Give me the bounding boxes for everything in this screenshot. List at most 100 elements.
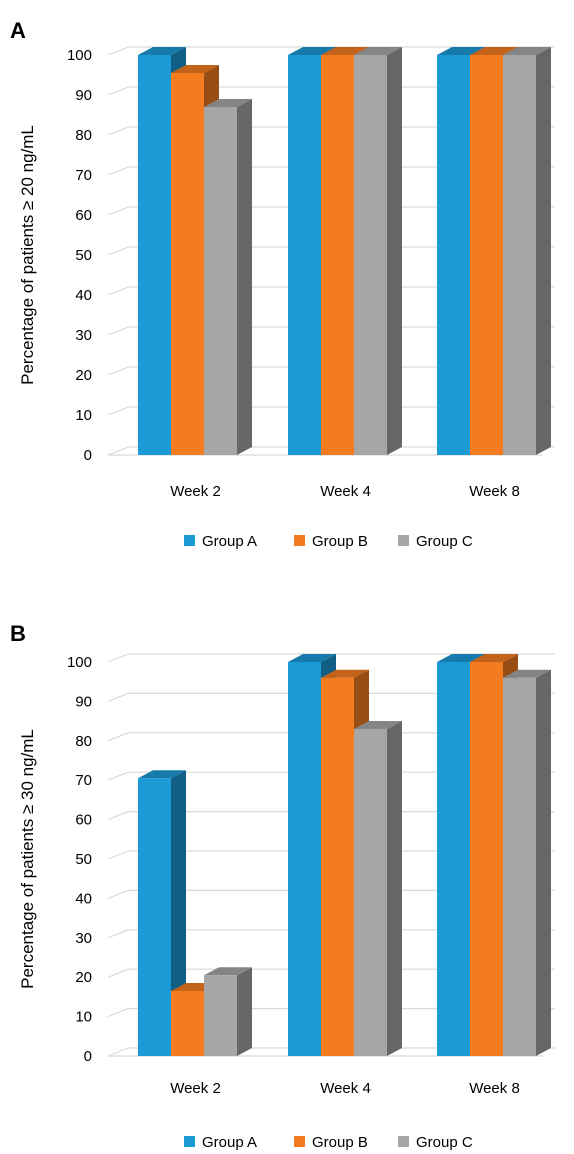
panel-a-chart: A 0 10 20 30 40 50 60 70 80 90 100 Percentage of pat… bbox=[10, 18, 555, 550]
x-tick-label: Week 2 bbox=[170, 483, 221, 500]
legend-label: Group A bbox=[202, 533, 257, 550]
bar-side bbox=[536, 669, 551, 1056]
bar-top bbox=[503, 47, 551, 55]
y-tick-label: 30 bbox=[75, 930, 92, 947]
y-tick-label: 80 bbox=[75, 127, 92, 144]
legend-label: Group C bbox=[416, 1134, 473, 1151]
bar-top bbox=[470, 654, 518, 662]
y-tick-label: 90 bbox=[75, 693, 92, 710]
y-tick-label: 30 bbox=[75, 327, 92, 344]
bar-front bbox=[503, 677, 536, 1056]
gridline-depth bbox=[107, 166, 129, 176]
legend-item-group-a: Group A bbox=[184, 533, 257, 550]
bar-top bbox=[288, 654, 336, 662]
y-axis-title: Percentage of patients ≥ 20 ng/mL bbox=[18, 125, 37, 385]
gridline-depth bbox=[107, 406, 129, 416]
x-tick-label: Week 2 bbox=[170, 1080, 221, 1097]
bar-front bbox=[354, 55, 387, 455]
bar-front bbox=[354, 728, 387, 1056]
y-tick-label: 10 bbox=[75, 407, 92, 424]
y-tick-label: 60 bbox=[75, 812, 92, 829]
legend-swatch bbox=[184, 1136, 195, 1147]
panel-letter: B bbox=[10, 621, 26, 646]
bar-side bbox=[387, 720, 402, 1056]
y-tick-label: 80 bbox=[75, 733, 92, 750]
bar-front bbox=[138, 55, 171, 455]
bar-top bbox=[138, 770, 186, 779]
bar-front bbox=[288, 662, 321, 1056]
gridline-depth bbox=[107, 326, 129, 336]
panel-letter: A bbox=[10, 18, 26, 43]
gridline-depth bbox=[107, 889, 129, 899]
bar-front bbox=[204, 107, 237, 455]
panel-b-chart: B 0 10 20 30 40 50 60 70 80 90 100 Percentage of pat… bbox=[10, 621, 555, 1151]
legend-swatch bbox=[294, 535, 305, 546]
gridline-depth bbox=[107, 1008, 129, 1018]
y-tick-label: 100 bbox=[67, 47, 92, 64]
bar-group-c-week-2 bbox=[204, 99, 252, 455]
bar-top bbox=[204, 967, 252, 976]
y-tick-label: 50 bbox=[75, 851, 92, 868]
bar-top bbox=[437, 47, 485, 55]
gridline-depth bbox=[107, 968, 129, 978]
legend-item-group-a: Group A bbox=[184, 1134, 257, 1151]
gridline-depth bbox=[107, 929, 129, 939]
bar-side bbox=[237, 967, 252, 1056]
y-tick-label: 20 bbox=[75, 969, 92, 986]
bar-front bbox=[204, 975, 237, 1056]
gridline-depth bbox=[107, 771, 129, 781]
y-axis-title: Percentage of patients ≥ 30 ng/mL bbox=[18, 729, 37, 989]
bar-group-a-week-2 bbox=[138, 770, 186, 1056]
bar-top bbox=[354, 720, 402, 729]
legend-swatch bbox=[398, 1136, 409, 1147]
y-tick-label: 20 bbox=[75, 367, 92, 384]
legend-swatch bbox=[294, 1136, 305, 1147]
bar-front bbox=[321, 677, 354, 1056]
bar-front bbox=[437, 662, 470, 1056]
legend-item-group-b: Group B bbox=[294, 1134, 368, 1151]
gridline-depth bbox=[107, 732, 129, 742]
bar-front bbox=[503, 55, 536, 455]
bar-top bbox=[321, 47, 369, 55]
legend-swatch bbox=[398, 535, 409, 546]
y-tick-label: 60 bbox=[75, 207, 92, 224]
legend-label: Group A bbox=[202, 1134, 257, 1151]
bar-top bbox=[138, 47, 186, 55]
legend-swatch bbox=[184, 535, 195, 546]
bar-front bbox=[138, 778, 171, 1056]
x-tick-label: Week 4 bbox=[320, 1080, 371, 1097]
y-tick-label: 40 bbox=[75, 287, 92, 304]
gridline-depth bbox=[107, 446, 129, 456]
y-tick-label: 100 bbox=[67, 654, 92, 671]
bar-front bbox=[470, 55, 503, 455]
bar-front bbox=[171, 990, 204, 1056]
legend-item-group-c: Group C bbox=[398, 1134, 473, 1151]
y-tick-label: 70 bbox=[75, 167, 92, 184]
gridline-depth bbox=[107, 850, 129, 860]
bar-top bbox=[321, 669, 369, 678]
gridline-depth bbox=[107, 366, 129, 376]
x-tick-label: Week 8 bbox=[469, 1080, 520, 1097]
y-tick-label: 50 bbox=[75, 247, 92, 264]
legend-item-group-b: Group B bbox=[294, 533, 368, 550]
bar-front bbox=[437, 55, 470, 455]
y-tick-label: 40 bbox=[75, 890, 92, 907]
bar-group-c-week-8 bbox=[503, 47, 551, 455]
bar-group-c-week-8 bbox=[503, 669, 551, 1056]
bar-top bbox=[354, 47, 402, 55]
bar-side bbox=[171, 770, 186, 1056]
gridline-depth bbox=[107, 246, 129, 256]
bar-group-c-week-4 bbox=[354, 47, 402, 455]
y-tick-label: 70 bbox=[75, 772, 92, 789]
bar-group-c-week-2 bbox=[204, 967, 252, 1056]
bar-front bbox=[288, 55, 321, 455]
legend-label: Group C bbox=[416, 533, 473, 550]
y-tick-label: 0 bbox=[84, 447, 92, 464]
bar-side bbox=[237, 99, 252, 455]
x-tick-label: Week 4 bbox=[320, 483, 371, 500]
y-tick-label: 10 bbox=[75, 1009, 92, 1026]
bar-top bbox=[470, 47, 518, 55]
x-tick-label: Week 8 bbox=[469, 483, 520, 500]
bar-group-c-week-4 bbox=[354, 720, 402, 1056]
